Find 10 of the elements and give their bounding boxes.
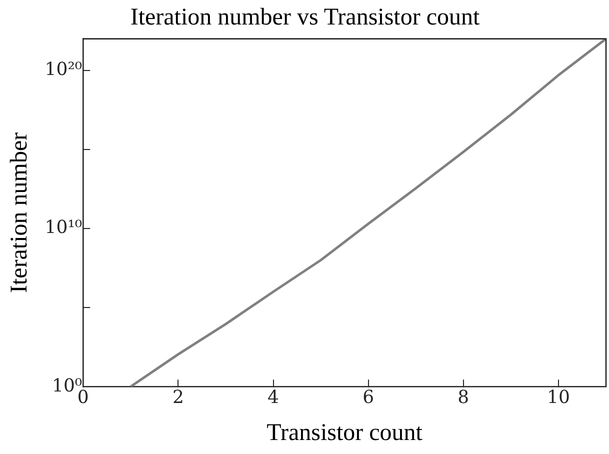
x-tick-label: 10 [547, 387, 570, 408]
x-tick-label: 6 [362, 387, 374, 408]
y-tick-label: 10¹⁰ [44, 217, 82, 238]
y-axis-title: Iteration number [6, 132, 33, 294]
chart-title: Iteration number vs Transistor count [130, 4, 480, 31]
x-tick-label: 8 [458, 387, 470, 408]
y-tick-label: 10²⁰ [44, 59, 82, 80]
x-tick-label: 2 [172, 387, 184, 408]
x-axis-title: Transistor count [266, 420, 423, 446]
x-tick-label: 4 [268, 387, 279, 408]
